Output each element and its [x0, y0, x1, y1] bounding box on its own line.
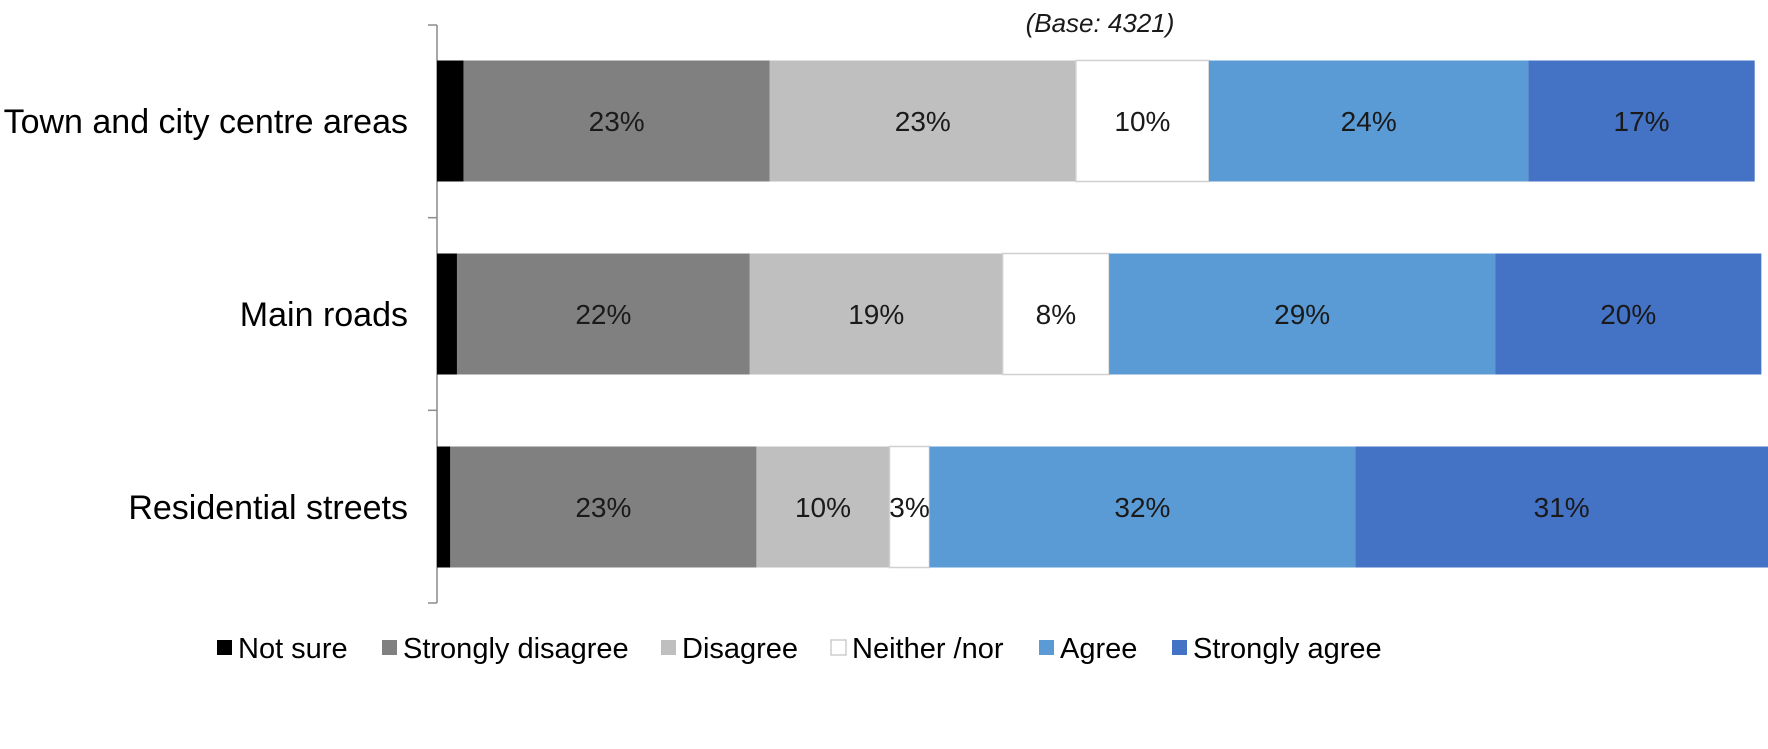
legend-label-agree: Agree	[1060, 633, 1137, 665]
bar-neither-nor	[888, 445, 931, 569]
legend-swatch-strongly-disagree	[382, 640, 397, 655]
data-label: 23%	[575, 492, 631, 523]
bar-agree	[1208, 60, 1529, 182]
data-label: 20%	[1600, 299, 1656, 330]
data-label: 8%	[1036, 299, 1076, 330]
category-axis	[428, 24, 438, 604]
data-label: 32%	[1114, 492, 1170, 523]
legend-swatch-neither-nor	[830, 639, 847, 656]
legend-label-strongly-disagree: Strongly disagree	[403, 633, 629, 665]
data-label: 10%	[1114, 106, 1170, 137]
legend-swatch-agree	[1039, 640, 1054, 655]
bar-agree	[929, 446, 1356, 568]
data-label: 10%	[795, 492, 851, 523]
base-note: (Base: 4321)	[1026, 8, 1175, 38]
data-label: 29%	[1274, 299, 1330, 330]
legend-label-not-sure: Not sure	[238, 633, 348, 665]
bar-strongly-agree	[1495, 253, 1762, 375]
bar-neither-nor	[1001, 252, 1110, 376]
data-label: 23%	[895, 106, 951, 137]
legend-swatch-strongly-agree	[1172, 640, 1187, 655]
legend-label-disagree: Disagree	[682, 633, 798, 665]
legend-label-strongly-agree: Strongly agree	[1193, 633, 1382, 665]
bar-disagree	[749, 253, 1003, 375]
data-label: 19%	[848, 299, 904, 330]
data-label: 31%	[1534, 492, 1590, 523]
bar-strongly-agree	[1355, 446, 1768, 568]
data-label: 23%	[589, 106, 645, 137]
bar-not-sure	[437, 446, 451, 568]
category-label: Residential streets	[128, 489, 408, 527]
bar-strongly-disagree	[450, 446, 757, 568]
bar-strongly-disagree	[456, 253, 750, 375]
bar-not-sure	[437, 253, 457, 375]
legend-swatch-not-sure	[217, 640, 232, 655]
category-label: Main roads	[240, 296, 408, 334]
bar-disagree	[756, 446, 890, 568]
bars: 23% 23% 10% 24% 17% 22% 19% 8% 29% 20% 23% 10% 3% 32%…	[437, 59, 1768, 569]
bar-agree	[1109, 253, 1496, 375]
bar-neither-nor	[1075, 59, 1210, 183]
data-label: 22%	[575, 299, 631, 330]
data-label: 17%	[1614, 106, 1670, 137]
bar-strongly-disagree	[463, 60, 770, 182]
bar-strongly-agree	[1528, 60, 1755, 182]
legend: Not sure Strongly disagree Disagree Neither…	[217, 633, 1382, 665]
data-label: 3%	[889, 492, 929, 523]
data-label: 24%	[1341, 106, 1397, 137]
legend-label-neither-nor: Neither /nor	[852, 633, 1004, 665]
bar-disagree	[769, 60, 1076, 182]
legend-swatch-disagree	[661, 640, 676, 655]
bar-not-sure	[437, 60, 464, 182]
category-labels: Town and city centre areas Main roads Resi…	[4, 103, 408, 527]
category-label: Town and city centre areas	[4, 103, 408, 141]
